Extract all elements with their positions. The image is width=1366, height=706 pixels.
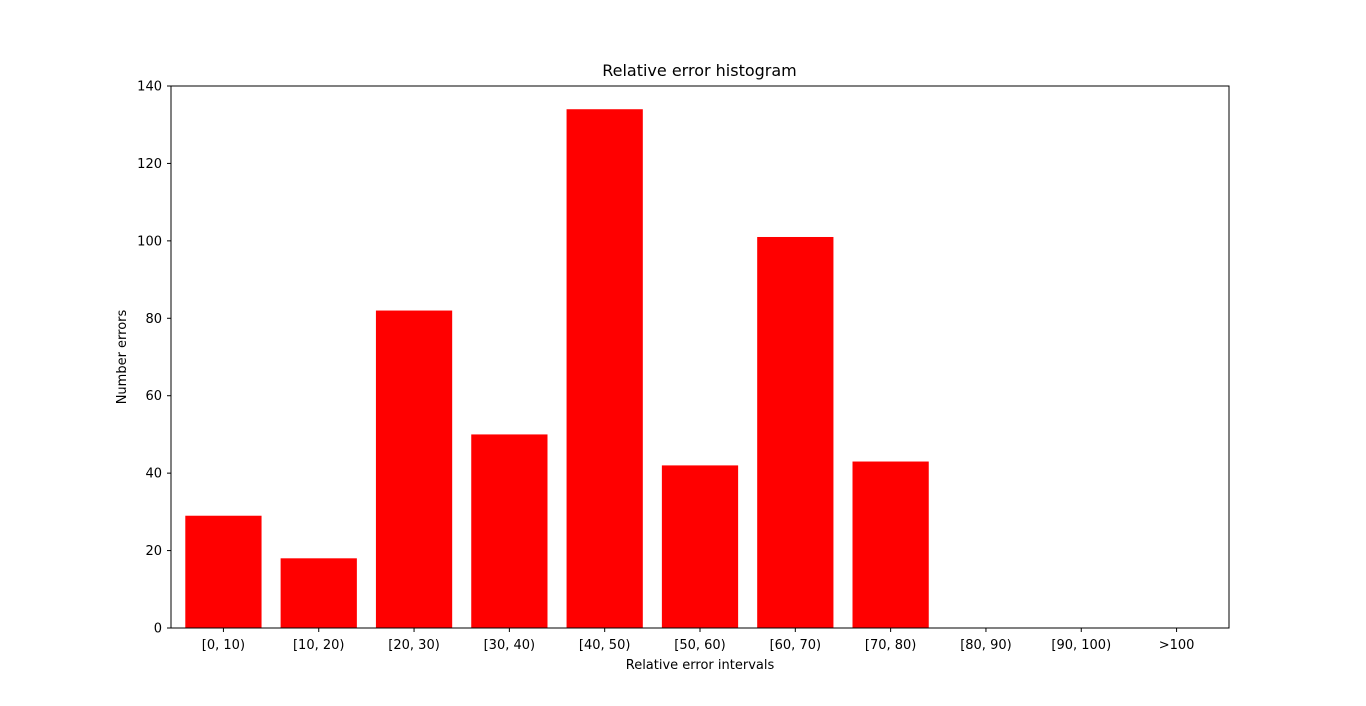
chart-title: Relative error histogram bbox=[602, 61, 797, 80]
x-axis-ticks: [0, 10) [10, 20) [20, 30) [30, 40) [40, 50) [… bbox=[202, 628, 1195, 653]
y-tick-label: 40 bbox=[145, 467, 162, 482]
x-tick-label: >100 bbox=[1159, 638, 1195, 653]
plot-frame bbox=[170, 85, 1230, 629]
bar-5 bbox=[661, 465, 739, 628]
x-tick-label: [90, 100) bbox=[1051, 638, 1111, 653]
x-tick-label: [80, 90) bbox=[960, 638, 1012, 653]
y-tick-label: 20 bbox=[145, 544, 162, 559]
x-tick-label: [30, 40) bbox=[484, 638, 536, 653]
bar-4 bbox=[566, 109, 643, 628]
bar-3 bbox=[471, 434, 548, 628]
y-tick-label: 60 bbox=[145, 389, 162, 404]
y-axis-label: Number errors bbox=[115, 309, 130, 404]
x-tick-label: [10, 20) bbox=[293, 638, 345, 653]
y-tick-label: 100 bbox=[137, 234, 162, 249]
y-tick-label: 120 bbox=[137, 157, 162, 172]
x-tick-label: [70, 80) bbox=[865, 638, 917, 653]
x-tick-label: [50, 60) bbox=[674, 638, 726, 653]
x-tick-label: [40, 50) bbox=[579, 638, 631, 653]
y-tick-label: 80 bbox=[145, 312, 162, 327]
x-tick-label: [20, 30) bbox=[388, 638, 440, 653]
x-tick-label: [60, 70) bbox=[770, 638, 822, 653]
bars-group bbox=[185, 109, 929, 628]
x-tick-label: [0, 10) bbox=[202, 638, 245, 653]
x-axis-label: Relative error intervals bbox=[626, 658, 775, 673]
bar-7 bbox=[852, 461, 929, 628]
bar-2 bbox=[375, 310, 453, 628]
y-tick-label: 140 bbox=[137, 80, 162, 95]
bar-6 bbox=[757, 236, 834, 628]
y-tick-label: 0 bbox=[154, 622, 162, 637]
y-axis-ticks: 0 20 40 60 80 100 120 140 bbox=[137, 80, 171, 637]
bar-0 bbox=[185, 515, 262, 628]
bar-1 bbox=[280, 558, 357, 628]
